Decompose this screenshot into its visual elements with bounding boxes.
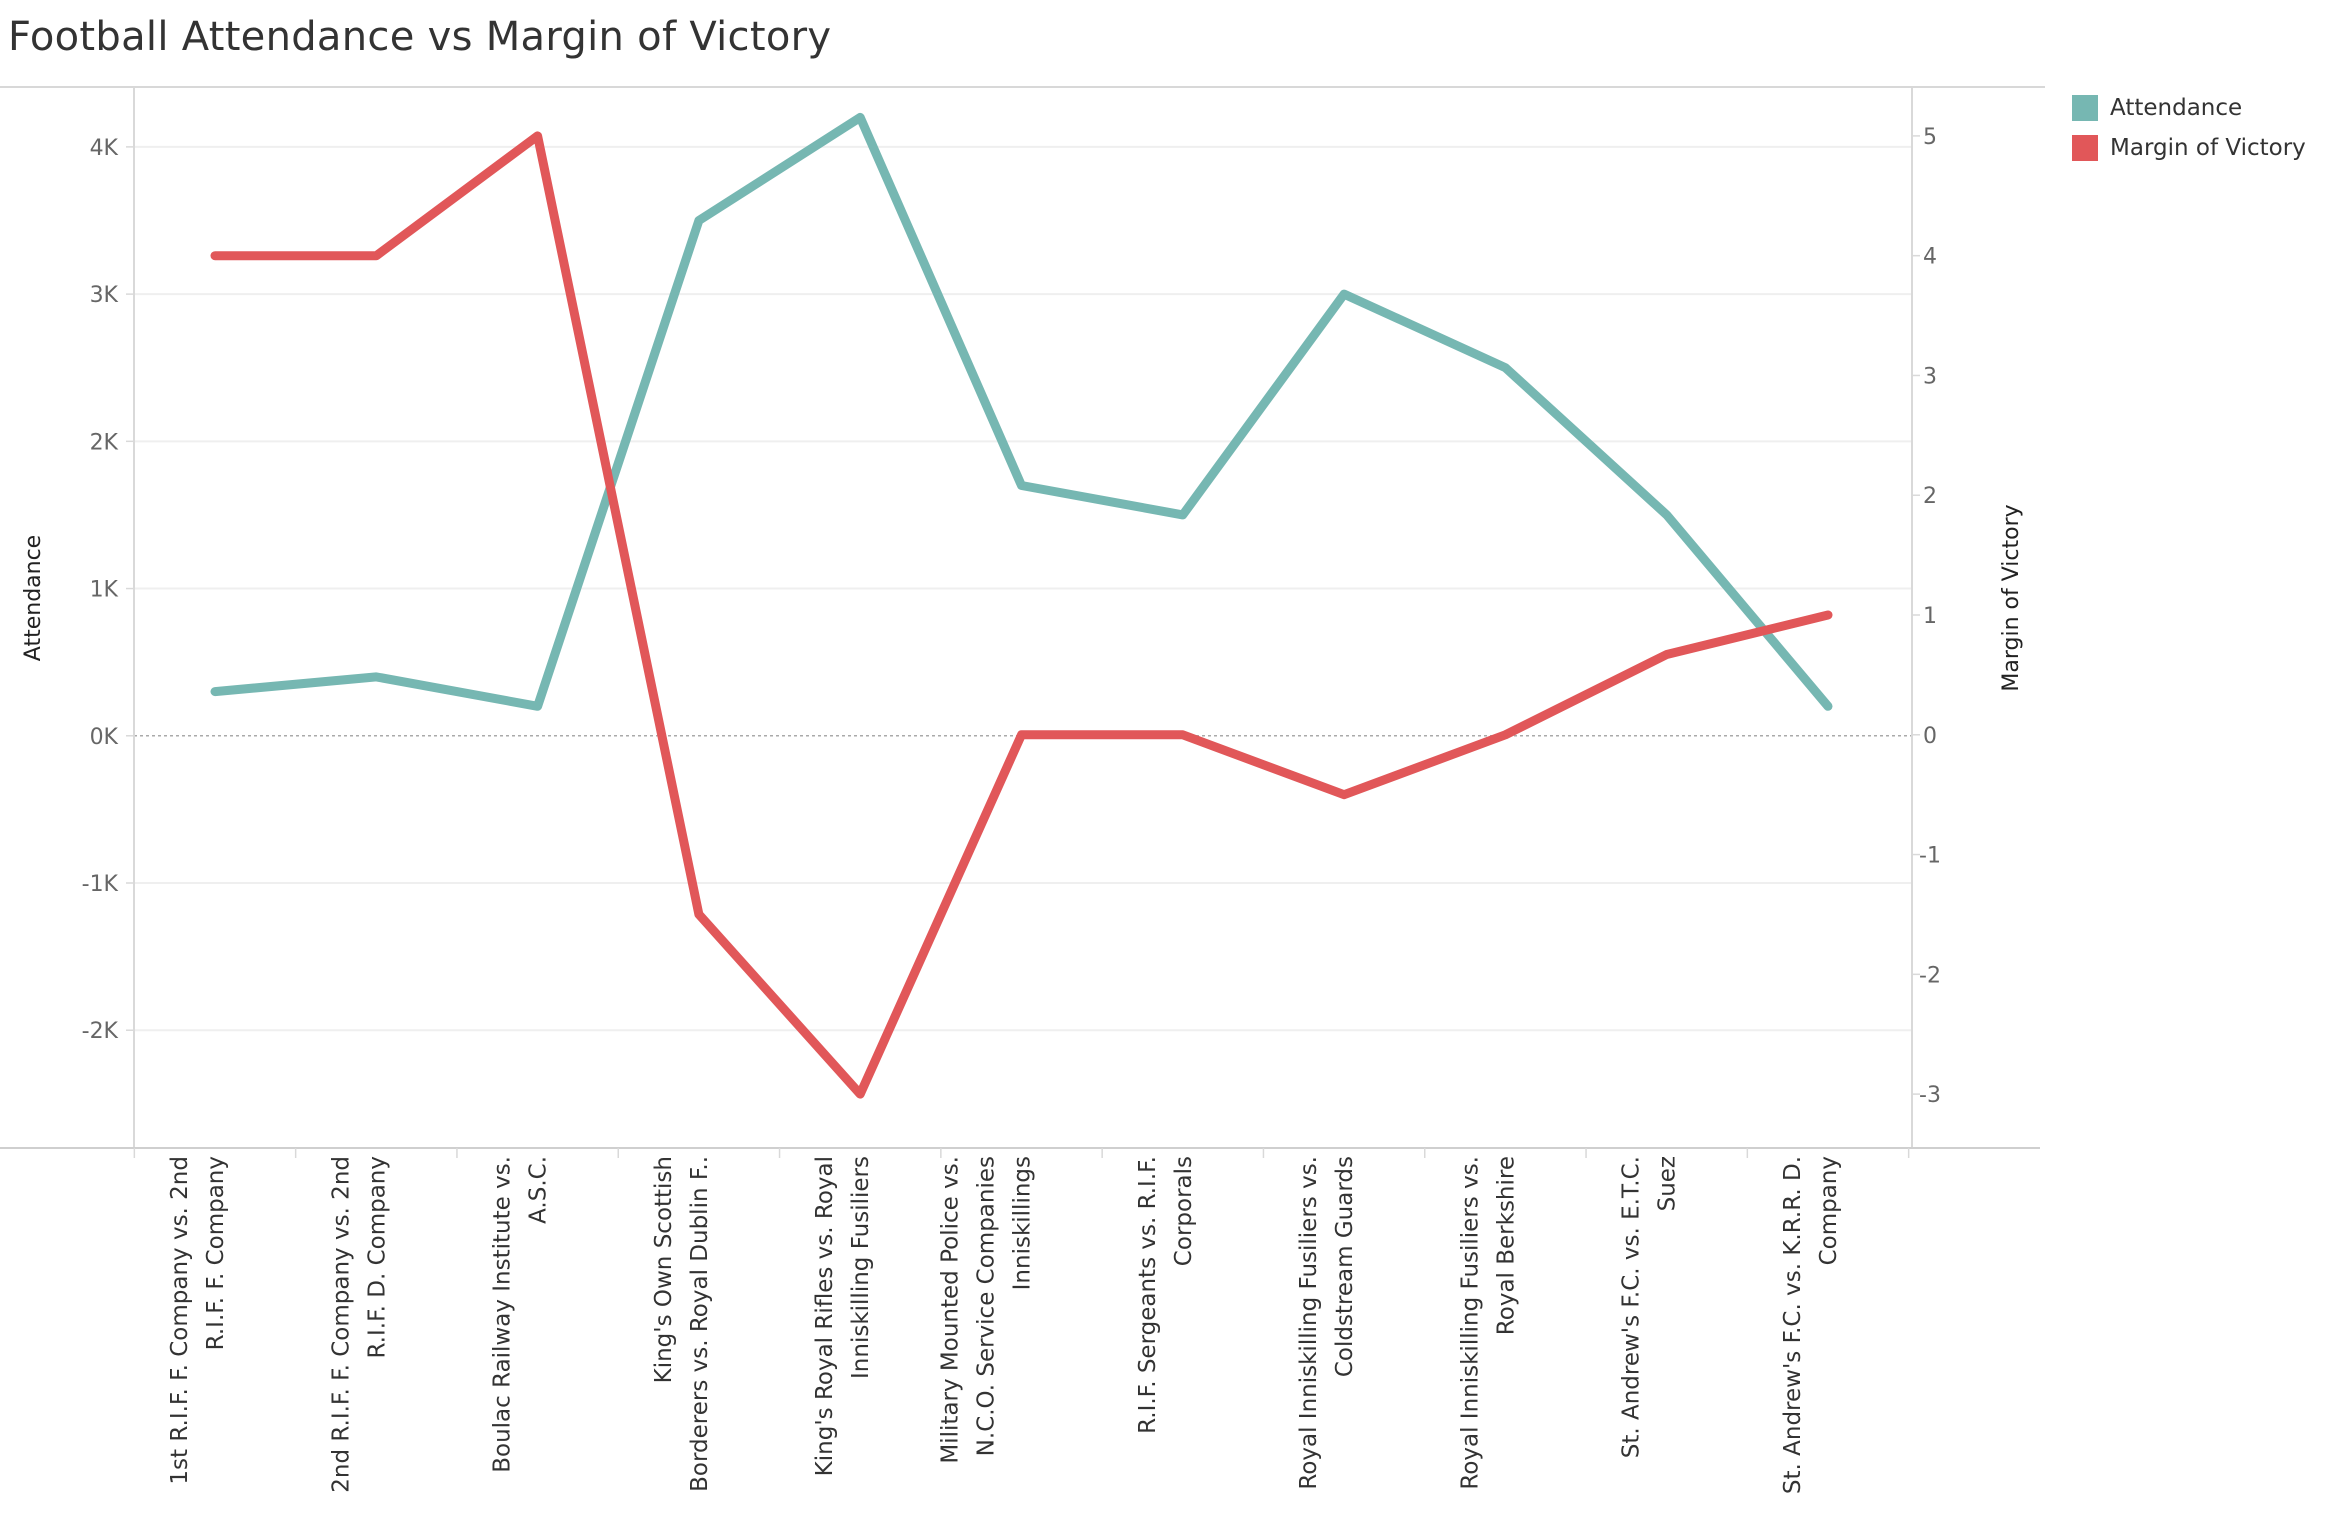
series-line-attendance xyxy=(210,112,1833,711)
data-point-margin-of-victory xyxy=(696,912,701,917)
x-tick-label-line: R.I.F. D. Company xyxy=(364,1156,390,1358)
data-point-attendance xyxy=(1019,483,1024,488)
x-tick-label-line: King's Royal Rifles vs. Royal xyxy=(812,1156,838,1476)
x-tick-label-line: N.C.O. Service Companies xyxy=(974,1156,1000,1456)
x-tick-label-line: 2nd R.I.F. F. Company vs. 2nd xyxy=(328,1156,354,1493)
data-point-attendance xyxy=(1503,365,1508,370)
x-axis: 1st R.I.F. F. Company vs. 2nd R.I.F. F. C… xyxy=(167,1156,1842,1494)
series-line-margin-of-victory xyxy=(210,131,1833,1099)
legend-item-attendance[interactable]: Attendance xyxy=(2072,88,2306,128)
right-tick-label: 3 xyxy=(1923,364,1937,389)
legend: Attendance Margin of Victory xyxy=(2072,88,2306,168)
x-tick-label: St. Andrew's F.C. vs. K.R.R. D. Company xyxy=(1780,1156,1842,1494)
left-tick-label: 4K xyxy=(90,136,119,161)
right-tick-label: -1 xyxy=(1919,844,1941,869)
x-tick-label-line: A.S.C. xyxy=(526,1156,552,1224)
data-point-margin-of-victory xyxy=(1826,613,1830,618)
x-tick-label-line: Corporals xyxy=(1171,1156,1197,1266)
data-point-attendance xyxy=(696,218,701,223)
data-point-attendance xyxy=(374,674,379,679)
x-tick-label-line: Coldstream Guards xyxy=(1332,1156,1358,1377)
y-axis-title: Attendance xyxy=(21,535,46,661)
right-y-axis: -3 -2 -1 0 1 2 3 4 5 Margin of Victory xyxy=(1912,125,2024,1108)
data-point-attendance xyxy=(1342,292,1347,297)
left-tick-label: -2K xyxy=(82,1019,119,1044)
data-point-margin-of-victory xyxy=(1503,732,1508,737)
data-point-margin-of-victory xyxy=(858,1092,863,1097)
right-tick-label: 4 xyxy=(1923,245,1937,270)
x-tick-label-line: Borderers vs. Royal Dublin F.. xyxy=(687,1156,713,1492)
right-tick-label: -3 xyxy=(1919,1083,1941,1108)
x-tick-label-line: Inniskillings xyxy=(1010,1156,1036,1290)
x-tick-label: 1st R.I.F. F. Company vs. 2nd R.I.F. F. C… xyxy=(167,1156,229,1485)
x-tick-label-line: Company xyxy=(1816,1156,1842,1265)
x-tick-label-line: King's Own Scottish xyxy=(651,1156,677,1383)
right-tick-label: 1 xyxy=(1923,604,1937,629)
x-tick-label-line: Royal Berkshire xyxy=(1493,1156,1519,1335)
data-point-attendance xyxy=(1180,512,1185,517)
x-tick-label-line: Inniskilling Fusiliers xyxy=(848,1156,874,1379)
legend-label: Margin of Victory xyxy=(2110,135,2306,161)
right-tick-label: 5 xyxy=(1923,125,1937,150)
data-point-margin-of-victory xyxy=(1180,732,1185,737)
right-tick-label: 2 xyxy=(1923,484,1937,509)
data-point-margin-of-victory xyxy=(1664,652,1669,657)
x-tick-label: Royal Inniskilling Fusiliers vs. Royal Be… xyxy=(1457,1156,1519,1490)
legend-item-margin-of-victory[interactable]: Margin of Victory xyxy=(2072,128,2306,168)
left-tick-label: 1K xyxy=(90,578,119,603)
right-tick-label: 0 xyxy=(1923,724,1937,749)
x-tick-label-line: Royal Inniskilling Fusiliers vs. xyxy=(1457,1156,1483,1490)
chart-title: Football Attendance vs Margin of Victory xyxy=(8,14,832,60)
data-point-attendance xyxy=(1826,704,1830,709)
right-tick-label: -2 xyxy=(1919,963,1941,988)
x-tick-label-line: R.I.F. F. Company xyxy=(203,1156,229,1350)
x-tick-label-line: St. Andrew's F.C. vs. E.T.C. xyxy=(1619,1156,1645,1458)
data-point-attendance xyxy=(213,689,217,694)
left-tick-label: 3K xyxy=(90,283,119,308)
left-tick-label: -1K xyxy=(82,872,119,897)
x-tick-label-line: Suez xyxy=(1655,1156,1681,1211)
data-point-attendance xyxy=(1664,512,1669,517)
x-tick-label-line: St. Andrew's F.C. vs. K.R.R. D. xyxy=(1780,1156,1806,1494)
x-tick-label: King's Royal Rifles vs. Royal Inniskillin… xyxy=(812,1156,874,1476)
x-tick-label-line: Royal Inniskilling Fusiliers vs. xyxy=(1296,1156,1322,1490)
x-tick-label: St. Andrew's F.C. vs. E.T.C. Suez xyxy=(1619,1156,1681,1458)
data-point-attendance xyxy=(535,704,540,709)
data-point-margin-of-victory xyxy=(535,133,540,138)
x-tick-label: Royal Inniskilling Fusiliers vs. Coldstre… xyxy=(1296,1156,1358,1490)
x-tick-label-line: 1st R.I.F. F. Company vs. 2nd xyxy=(167,1156,193,1485)
x-tick-label: Boulac Railway Institute vs. A.S.C. xyxy=(490,1156,552,1473)
x-tick-label-line: Boulac Railway Institute vs. xyxy=(490,1156,516,1473)
data-point-margin-of-victory xyxy=(1019,732,1024,737)
left-tick-label: 2K xyxy=(90,430,119,455)
data-point-margin-of-victory xyxy=(374,253,379,258)
legend-swatch xyxy=(2072,135,2098,161)
x-tick-label-line: Military Mounted Police vs. xyxy=(938,1156,964,1464)
y2-axis-title: Margin of Victory xyxy=(1999,504,2024,691)
x-tick-label-line: R.I.F. Sergeants vs. R.I.F. xyxy=(1135,1156,1161,1434)
legend-swatch xyxy=(2072,95,2098,121)
data-point-margin-of-victory xyxy=(213,253,217,258)
left-tick-label: 0K xyxy=(90,725,119,750)
x-tick-label: Military Mounted Police vs. N.C.O. Servic… xyxy=(938,1156,1036,1464)
gridlines xyxy=(134,145,1912,1032)
data-point-margin-of-victory xyxy=(1342,792,1347,797)
legend-label: Attendance xyxy=(2110,95,2243,121)
data-point-attendance xyxy=(858,115,863,120)
series-lines xyxy=(210,112,1833,1099)
x-tick-label: 2nd R.I.F. F. Company vs. 2nd R.I.F. D. C… xyxy=(328,1156,390,1493)
x-tick-label: King's Own Scottish Borderers vs. Royal D… xyxy=(651,1156,713,1492)
plot-frame xyxy=(0,88,2040,1158)
left-y-axis: -2K -1K 0K 1K 2K 3K 4K Attendance xyxy=(21,136,134,1044)
x-tick-label: R.I.F. Sergeants vs. R.I.F. Corporals xyxy=(1135,1156,1197,1434)
title-divider xyxy=(0,86,2045,88)
